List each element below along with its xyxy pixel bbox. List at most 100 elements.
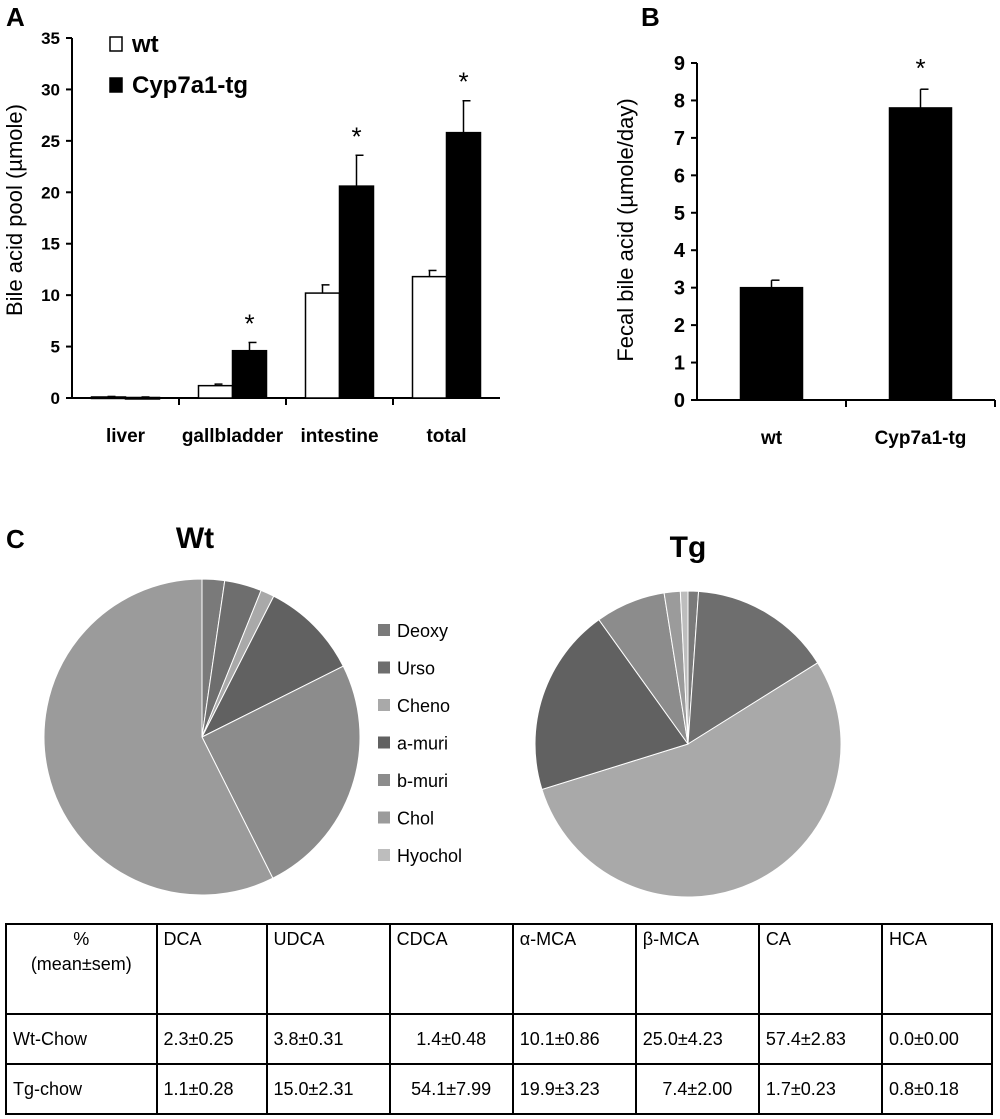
table-cell: 54.1±7.99 — [388, 1063, 514, 1115]
chart-a-bar — [411, 275, 448, 399]
pie-legend-swatch — [378, 736, 390, 749]
chart-b-ylabel: Fecal bile acid (µmole/day) — [613, 98, 638, 361]
pie-slice-a-muri — [200, 595, 344, 739]
table-header-cell: DCA — [155, 923, 268, 1015]
chart-b-bar — [739, 286, 804, 401]
pie-slice-b-muri — [201, 665, 361, 879]
table-row-label: Wt-Chow — [5, 1013, 158, 1065]
table-cell: 0.0±0.00 — [880, 1013, 994, 1065]
pie-legend-label: Urso — [397, 659, 435, 679]
table-header-cell: CDCA — [388, 923, 514, 1015]
pie-legend-swatch — [378, 849, 390, 861]
pie-legend-swatch — [378, 661, 390, 674]
table-header-cell: α-MCA — [511, 923, 637, 1015]
chart-b-ytick-label: 0 — [674, 390, 685, 412]
chart-a-legend-swatch — [109, 77, 123, 93]
chart-a-significance: * — [244, 308, 254, 338]
pie-slice-urso — [687, 590, 819, 745]
pie-tg — [534, 590, 842, 898]
figure-canvas: A B C Bile acid pool (µmole) 05101520253… — [2, 2, 996, 898]
table-cell: 15.0±2.31 — [265, 1063, 391, 1115]
pie-legend-swatch — [378, 774, 390, 786]
chart-a-bar — [197, 384, 234, 399]
table-cell: 3.8±0.31 — [265, 1013, 391, 1065]
chart-a-ytick-label: 0 — [51, 389, 60, 408]
table-cell: 1.1±0.28 — [155, 1063, 268, 1115]
chart-a-category-label: total — [426, 426, 466, 447]
chart-a-category-label: intestine — [300, 426, 378, 447]
chart-a-ytick-label: 25 — [41, 132, 60, 151]
chart-b-category-label: Cyp7a1-tg — [875, 428, 967, 449]
chart-b-ytick-label: 3 — [674, 278, 685, 300]
chart-b-ytick-label: 6 — [674, 165, 685, 187]
chart-a-bar — [445, 131, 482, 399]
chart-a-ytick-label: 35 — [41, 29, 60, 48]
pie-legend-swatch — [378, 811, 390, 824]
chart-b-ytick-label: 4 — [674, 240, 686, 262]
chart-b-significance: * — [915, 53, 925, 83]
pie-wt-title: Wt — [176, 522, 214, 555]
table-header-cell: UDCA — [265, 923, 391, 1015]
table-cell: 7.4±2.00 — [634, 1063, 760, 1115]
table-cell: 2.3±0.25 — [155, 1013, 268, 1065]
chart-b-ytick-label: 9 — [674, 53, 685, 75]
pie-legend-label: b-muri — [397, 771, 448, 791]
chart-a-legend-swatch — [109, 36, 123, 52]
table-cell: 19.9±3.23 — [511, 1063, 637, 1115]
chart-a-bar — [304, 292, 341, 399]
pie-slice-hyochol — [679, 590, 689, 745]
table-header-row: % (mean±sem) DCA UDCA CDCA α-MCA β-MCA C… — [5, 923, 994, 1015]
table-header-percent: % — [73, 929, 90, 949]
table-row-label: Tg-chow — [5, 1063, 158, 1115]
table-header-meansem: (mean±sem) — [30, 954, 132, 974]
table-header-cell: CA — [757, 923, 883, 1015]
pie-legend-label: Deoxy — [397, 621, 448, 641]
pie-legend-label: Hyochol — [397, 846, 462, 866]
chart-b-ytick-label: 5 — [674, 203, 685, 225]
table-cell: 25.0±4.23 — [634, 1013, 760, 1065]
pie-wt — [43, 578, 361, 896]
panel-label-b: B — [641, 2, 660, 32]
table-cell: 57.4±2.83 — [757, 1013, 883, 1065]
chart-b-ytick-label: 2 — [674, 315, 685, 337]
pie-slice-cheno — [541, 662, 842, 898]
chart-a-ylabel: Bile acid pool (µmole) — [2, 104, 27, 316]
chart-a-ytick-label: 20 — [41, 183, 60, 202]
chart-b-ytick-label: 8 — [674, 90, 685, 112]
table-cell: 10.1±0.86 — [511, 1013, 637, 1065]
chart-b-ytick-label: 7 — [674, 128, 685, 150]
chart-a-ytick-label: 10 — [41, 286, 60, 305]
pie-slice-chol — [43, 578, 274, 896]
chart-a-ytick-label: 30 — [41, 80, 60, 99]
chart-b-category-label: wt — [760, 428, 783, 449]
chart-a-category-label: liver — [106, 426, 146, 447]
chart-b-ytick-label: 1 — [674, 353, 685, 375]
chart-c: Wt Tg Deoxy Urso Cheno a-muri b-muri Chol Hyoc… — [43, 522, 842, 898]
pie-legend-label: Cheno — [397, 696, 450, 716]
table-header-cell: β-MCA — [634, 923, 760, 1015]
table-header-first: % (mean±sem) — [5, 923, 158, 1015]
table-cell: 1.7±0.23 — [757, 1063, 883, 1115]
chart-a-ytick-label: 15 — [41, 235, 60, 254]
pie-slice-a-muri — [534, 618, 689, 791]
table-row: Wt-Chow 2.3±0.25 3.8±0.31 1.4±0.48 10.1±… — [5, 1013, 994, 1065]
chart-a-category-label: gallbladder — [182, 426, 284, 447]
table-row: Tg-chow 1.1±0.28 15.0±2.31 54.1±7.99 19.… — [5, 1063, 994, 1115]
chart-a: Bile acid pool (µmole) 0 5 10 15 20 25 30 35 liv… — [2, 29, 500, 447]
panel-label-a: A — [6, 2, 25, 32]
pie-legend-swatch — [378, 624, 390, 636]
chart-b-bar — [888, 107, 953, 401]
pie-legend-label: Chol — [397, 809, 434, 829]
pie-legend-label: a-muri — [397, 734, 448, 754]
chart-a-significance: * — [458, 67, 468, 97]
chart-a-legend-label: wt — [131, 31, 159, 58]
chart-a-legend-label: Cyp7a1-tg — [132, 72, 248, 99]
table-header-cell: HCA — [880, 923, 994, 1015]
chart-b: Fecal bile acid (µmole/day) 0 1 2 3 4 5 6 7 8 9 wt… — [613, 53, 996, 449]
chart-a-significance: * — [351, 121, 361, 151]
chart-a-ytick-label: 5 — [51, 338, 60, 357]
pie-legend-swatch — [378, 699, 390, 711]
panel-label-c: C — [6, 524, 25, 554]
pie-legend: Deoxy Urso Cheno a-muri b-muri Chol Hyochol — [378, 621, 462, 866]
chart-a-bar — [338, 185, 375, 399]
